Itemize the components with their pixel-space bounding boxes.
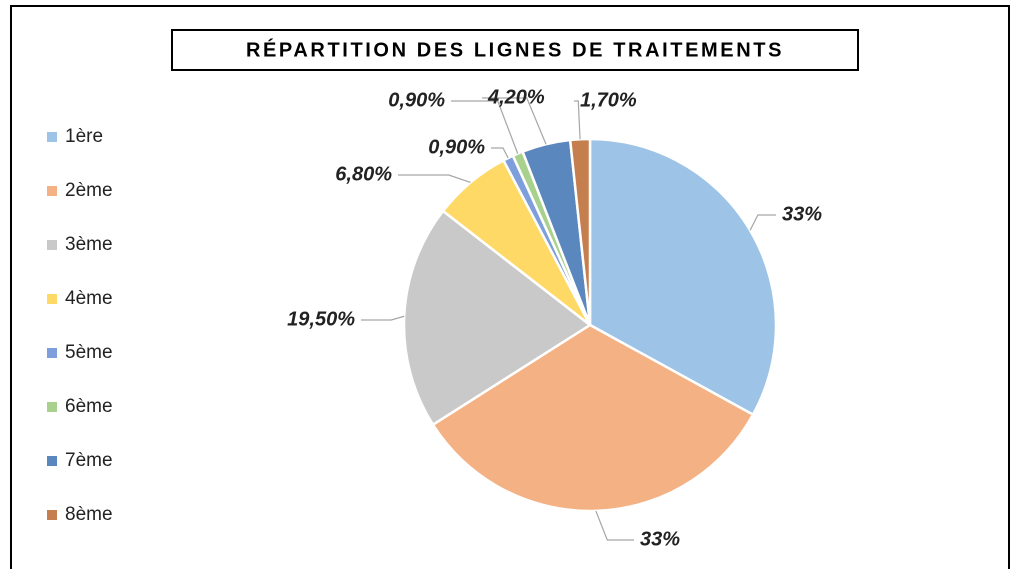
legend-label: 5ème (65, 342, 113, 363)
chart-title: RÉPARTITION DES LIGNES DE TRAITEMENTS (246, 38, 784, 61)
legend-swatch (47, 294, 57, 304)
leader-line (482, 97, 547, 145)
legend-label: 7ème (65, 450, 113, 471)
legend-swatch (47, 456, 57, 466)
legend-swatch (47, 510, 57, 520)
legend-swatch (47, 186, 57, 196)
data-label: 33% (782, 203, 822, 225)
pie-slice (588, 137, 778, 417)
data-label: 6,80% (335, 163, 392, 185)
legend-label: 4ème (65, 288, 113, 309)
leader-line (595, 510, 634, 541)
leader-line (574, 100, 581, 140)
legend-label: 8ème (65, 504, 113, 525)
legend-label: 2ème (65, 180, 113, 201)
legend-swatch (47, 348, 57, 358)
data-label: 0,90% (388, 89, 445, 111)
legend-label: 1ère (65, 126, 103, 147)
leader-line (491, 147, 509, 159)
leader-line (451, 100, 519, 154)
legend-swatch (47, 132, 57, 142)
data-label: 4,20% (487, 86, 545, 108)
legend-swatch (47, 402, 57, 412)
data-label: 33% (640, 528, 680, 550)
data-label: 19,50% (287, 308, 355, 330)
legend-label: 3ème (65, 234, 113, 255)
pie-slice (431, 323, 755, 513)
data-label: 1,70% (580, 89, 637, 111)
leader-line (749, 214, 776, 231)
legend-swatch (47, 240, 57, 250)
legend-label: 6ème (65, 396, 113, 417)
title-box (171, 29, 859, 71)
chart-frame (10, 5, 1010, 569)
pie-slice (402, 209, 593, 427)
data-label: 0,90% (428, 136, 485, 158)
leader-line (361, 315, 405, 321)
leader-line (398, 174, 471, 184)
